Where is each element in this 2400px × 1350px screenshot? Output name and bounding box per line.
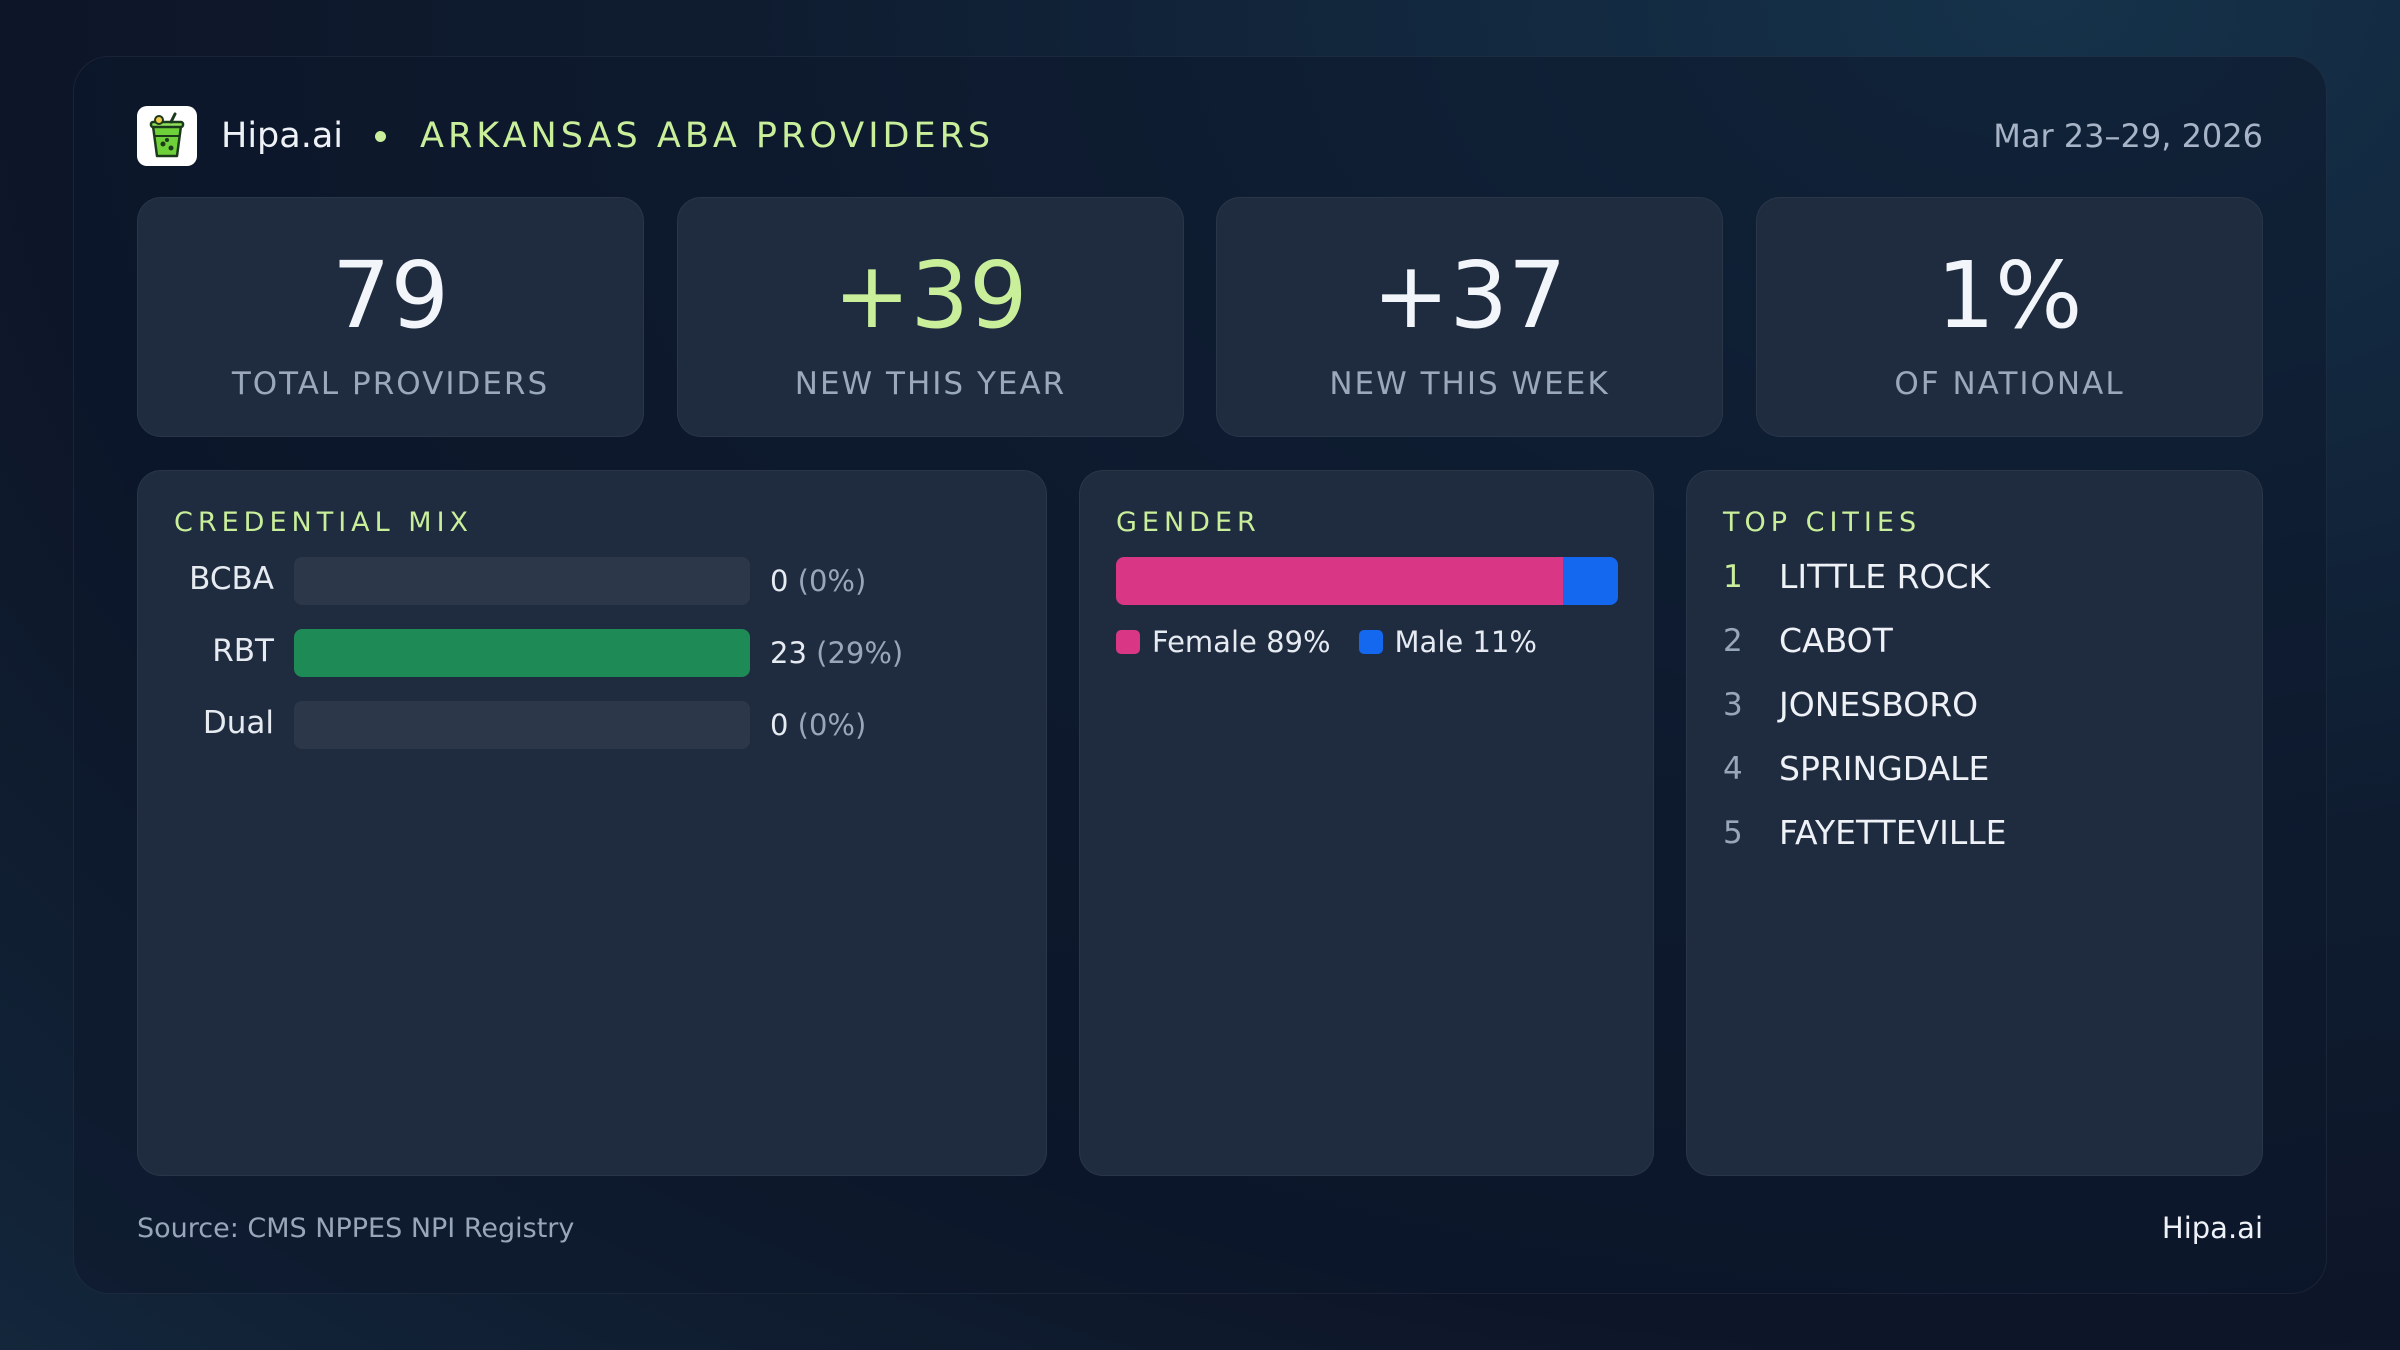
gender-bar-male	[1562, 557, 1618, 605]
city-item: 2 CABOT	[1723, 621, 1893, 660]
credential-name: Dual	[202, 705, 274, 741]
kpi-label: NEW THIS YEAR	[794, 366, 1067, 402]
page-title: ARKANSAS ABA PROVIDERS	[420, 116, 995, 156]
footer-brand: Hipa.ai	[2161, 1211, 2263, 1245]
panel-title: GENDER	[1116, 507, 1261, 538]
city-rank: 3	[1723, 686, 1743, 723]
city-rank: 2	[1723, 622, 1743, 659]
gender-bar	[1116, 557, 1618, 605]
credential-count: 23	[770, 636, 807, 670]
city-item: 5 FAYETTEVILLE	[1723, 813, 2007, 852]
gender-bar-female	[1116, 557, 1563, 605]
source-note: Source: CMS NPPES NPI Registry	[137, 1213, 575, 1244]
kpi-label: OF NATIONAL	[1894, 366, 2125, 402]
kpi-value: 1%	[1936, 242, 2083, 349]
city-rank: 4	[1723, 750, 1743, 787]
cup-logo-icon	[137, 106, 197, 166]
kpi-label: TOTAL PROVIDERS	[231, 366, 550, 402]
kpi-total-providers: 79 TOTAL PROVIDERS	[137, 197, 644, 437]
city-rank: 5	[1723, 814, 1743, 851]
city-item: 1 LITTLE ROCK	[1723, 557, 1990, 596]
legend-item-female: Female 89%	[1116, 625, 1331, 659]
city-name: LITTLE ROCK	[1779, 557, 1991, 596]
credential-pct: (0%)	[797, 708, 867, 742]
credential-bar-track	[294, 557, 750, 605]
credential-pct: (0%)	[797, 564, 867, 598]
kpi-label: NEW THIS WEEK	[1329, 366, 1610, 402]
legend-label-female: Female 89%	[1152, 625, 1331, 659]
panel-title: TOP CITIES	[1723, 507, 1922, 538]
kpi-new-this-week: +37 NEW THIS WEEK	[1216, 197, 1723, 437]
credential-count: 0	[770, 564, 789, 598]
credential-name: RBT	[212, 633, 274, 669]
credential-value: 23 (29%)	[770, 636, 903, 670]
credential-count: 0	[770, 708, 789, 742]
panel-title: CREDENTIAL MIX	[174, 507, 474, 538]
header: Hipa.ai ARKANSAS ABA PROVIDERS Mar 23–29…	[137, 105, 2263, 167]
credential-bar-fill	[294, 629, 750, 677]
credential-name: BCBA	[189, 561, 274, 597]
credential-mix-panel: CREDENTIAL MIX BCBA 0 (0%) RBT 23 (29%) …	[137, 470, 1047, 1176]
credential-row-dual: Dual 0 (0%)	[138, 701, 1046, 749]
legend-swatch-male	[1358, 630, 1383, 654]
kpi-value: +37	[1372, 242, 1567, 349]
credential-value: 0 (0%)	[770, 708, 866, 742]
city-name: CABOT	[1779, 621, 1893, 660]
city-name: JONESBORO	[1779, 685, 1979, 724]
city-rank: 1	[1723, 558, 1743, 595]
legend-label-male: Male 11%	[1394, 625, 1537, 659]
credential-row-bcba: BCBA 0 (0%)	[138, 557, 1046, 605]
legend-swatch-female	[1116, 630, 1140, 654]
kpi-new-this-year: +39 NEW THIS YEAR	[677, 197, 1184, 437]
kpi-value: +39	[833, 242, 1028, 349]
credential-pct: (29%)	[816, 636, 904, 670]
credential-bar-track	[294, 701, 750, 749]
city-name: FAYETTEVILLE	[1779, 813, 2007, 852]
kpi-of-national: 1% OF NATIONAL	[1756, 197, 2263, 437]
date-range: Mar 23–29, 2026	[1993, 117, 2263, 155]
separator-dot	[375, 130, 387, 142]
city-item: 4 SPRINGDALE	[1723, 749, 1989, 788]
city-item: 3 JONESBORO	[1723, 685, 1978, 724]
credential-value: 0 (0%)	[770, 564, 866, 598]
legend-item-male: Male 11%	[1358, 625, 1537, 659]
top-cities-panel: TOP CITIES 1 LITTLE ROCK 2 CABOT 3 JONES…	[1686, 470, 2263, 1176]
brand-name: Hipa.ai	[221, 116, 344, 156]
gender-panel: GENDER Female 89% Male 11%	[1079, 470, 1654, 1176]
credential-bar-track	[294, 629, 750, 677]
city-name: SPRINGDALE	[1779, 749, 1990, 788]
gender-legend: Female 89% Male 11%	[1116, 625, 1565, 659]
credential-row-rbt: RBT 23 (29%)	[138, 629, 1046, 677]
kpi-value: 79	[331, 242, 450, 349]
